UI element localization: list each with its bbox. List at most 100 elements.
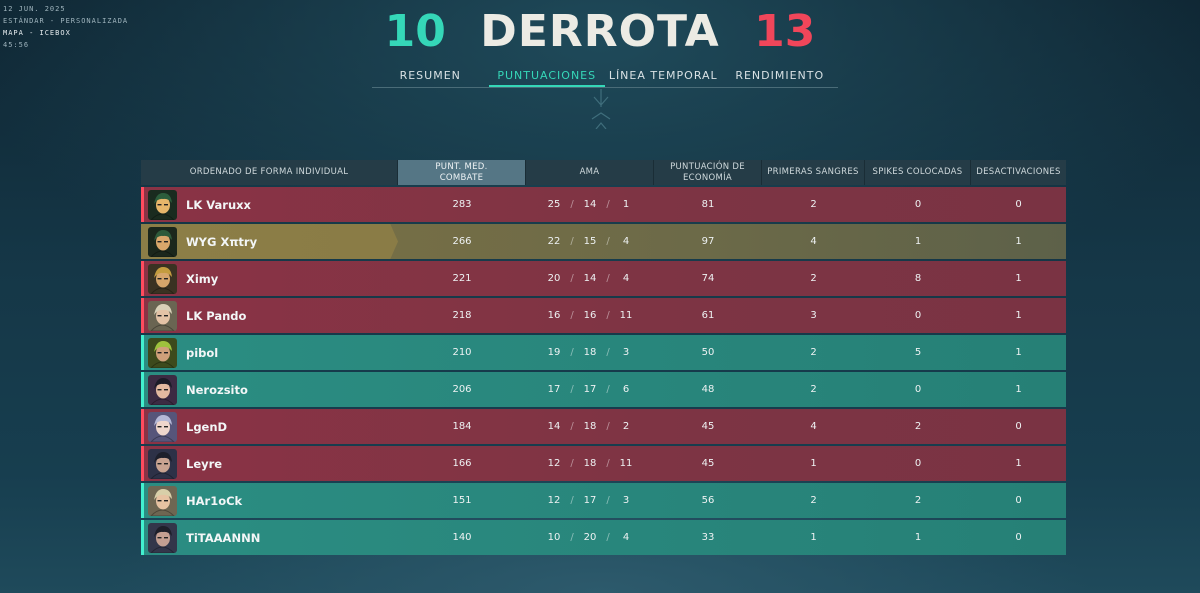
kills-value: 17 [547, 384, 561, 395]
assists-value: 6 [622, 384, 630, 395]
assists-value: 11 [619, 310, 633, 321]
player-name: Nerozsito [186, 382, 248, 397]
player-name: TiTAAANNN [186, 530, 261, 545]
player-name: Ximy [186, 271, 219, 286]
kda-cell: 14 / 18 / 2 [526, 409, 654, 444]
kda-cell: 12 / 17 / 3 [526, 483, 654, 518]
kda-cell: 12 / 18 / 11 [526, 446, 654, 481]
tab-rendimiento[interactable]: RENDIMIENTO [735, 69, 825, 82]
tab-linea-temporal[interactable]: LÍNEA TEMPORAL [608, 69, 718, 82]
header-plants[interactable]: SPIKES COLOCADAS [865, 160, 971, 185]
enemy-score: 13 [754, 5, 816, 57]
defuses-value: 1 [1015, 384, 1022, 395]
table-row[interactable]: Ximy 221 20 / 14 / 4 74 2 8 1 [141, 261, 1066, 296]
plants-value: 1 [914, 532, 922, 543]
kda-separator: / [606, 199, 610, 210]
player-cell: Leyre [141, 446, 398, 481]
agent-portrait-icon [148, 485, 177, 516]
kda-separator: / [606, 458, 610, 469]
header-acs-line1: PUNT. MED. [435, 161, 488, 172]
assists-value: 4 [622, 532, 630, 543]
defuses-value: 1 [1015, 273, 1022, 284]
defuses-value: 0 [1015, 495, 1022, 506]
kda-cell: 22 / 15 / 4 [526, 224, 654, 259]
kda-separator: / [606, 384, 610, 395]
deaths-value: 17 [583, 495, 597, 506]
match-result: DERROTA [480, 5, 720, 57]
player-cell: LgenD [141, 409, 398, 444]
agent-portrait-icon [148, 226, 177, 257]
agent-portrait-icon [148, 189, 177, 220]
table-row[interactable]: HAr1oCk 151 12 / 17 / 3 56 2 2 0 [141, 483, 1066, 518]
header-acs[interactable]: PUNT. MED. COMBATE [398, 160, 526, 185]
table-row[interactable]: LK Varuxx 283 25 / 14 / 1 81 2 0 0 [141, 187, 1066, 222]
table-row[interactable]: Nerozsito 206 17 / 17 / 6 48 2 0 1 [141, 372, 1066, 407]
header-eco-line1: PUNTUACIÓN DE [670, 161, 745, 172]
table-row[interactable]: LK Pando 218 16 / 16 / 11 61 3 0 1 [141, 298, 1066, 333]
kda-cell: 10 / 20 / 4 [526, 520, 654, 555]
first-bloods-value: 2 [810, 273, 817, 284]
table-row[interactable]: TiTAAANNN 140 10/20/4 33 1 1 0 [141, 520, 1066, 555]
table-row[interactable]: Leyre 166 12 / 18 / 11 45 1 0 1 [141, 446, 1066, 481]
kda-cell: 16 / 16 / 11 [526, 298, 654, 333]
first-bloods-value: 3 [810, 310, 817, 321]
kda-separator: / [606, 347, 610, 358]
kda-separator: / [570, 532, 574, 543]
header-defuses[interactable]: DESACTIVACIONES [976, 167, 1061, 177]
defuses-value: 1 [1015, 236, 1022, 247]
assists-value: 11 [619, 458, 633, 469]
header-kda[interactable]: AMA [526, 160, 654, 185]
kills-value: 20 [547, 273, 561, 284]
match-map: MAPA - ICEBOX [3, 29, 71, 37]
header-sort-individual[interactable]: ORDENADO DE FORMA INDIVIDUAL [141, 160, 398, 185]
economy-value: 45 [701, 421, 715, 432]
kda-separator: / [570, 310, 574, 321]
agent-portrait-icon [148, 337, 177, 368]
kda-separator: / [606, 273, 610, 284]
kda-separator: / [606, 532, 610, 543]
table-row[interactable]: WYG Xπtry 266 22 / 15 / 4 97 4 1 1 [141, 224, 1066, 259]
agent-portrait-icon [148, 374, 177, 405]
match-duration: 45:56 [3, 41, 30, 49]
agent-portrait-icon [148, 448, 177, 479]
kda-cell: 19 / 18 / 3 [526, 335, 654, 370]
economy-value: 74 [701, 273, 715, 284]
deaths-value: 14 [583, 273, 597, 284]
acs-value: 283 [452, 199, 472, 210]
table-row[interactable]: pibol 210 19 / 18 / 3 50 2 5 1 [141, 335, 1066, 370]
header-first-bloods[interactable]: PRIMERAS SANGRES [762, 160, 865, 185]
kda-separator: / [606, 421, 610, 432]
plants-value: 2 [914, 495, 922, 506]
acs-value: 266 [452, 236, 472, 247]
tab-resumen[interactable]: RESUMEN [399, 69, 461, 82]
kills-value: 25 [547, 199, 561, 210]
header-eco-line2: ECONOMÍA [682, 172, 733, 183]
deaths-value: 16 [583, 310, 597, 321]
assists-value: 1 [622, 199, 630, 210]
assists-value: 2 [622, 421, 630, 432]
deaths-value: 18 [583, 458, 597, 469]
kda-cell: 25 / 14 / 1 [526, 187, 654, 222]
deaths-value: 18 [583, 347, 597, 358]
kills-value: 14 [547, 421, 561, 432]
defuses-value: 0 [1015, 532, 1022, 543]
assists-value: 4 [622, 236, 630, 247]
acs-value: 151 [452, 495, 472, 506]
match-meta: 12 JUN. 2025 ESTÁNDAR - PERSONALIZADA MA… [3, 3, 128, 51]
header-economy[interactable]: PUNTUACIÓN DE ECONOMÍA [654, 160, 762, 185]
agent-portrait-icon [148, 411, 177, 442]
kills-value: 16 [547, 310, 561, 321]
deaths-value: 20 [583, 532, 597, 543]
acs-value: 166 [452, 458, 472, 469]
player-cell: pibol [141, 335, 398, 370]
table-row[interactable]: LgenD 184 14 / 18 / 2 45 4 2 0 [141, 409, 1066, 444]
first-bloods-value: 2 [810, 199, 817, 210]
economy-value: 61 [701, 310, 715, 321]
economy-value: 45 [701, 458, 715, 469]
first-bloods-value: 4 [810, 421, 817, 432]
economy-value: 50 [701, 347, 715, 358]
plants-value: 2 [914, 421, 922, 432]
defuses-value: 1 [1015, 458, 1022, 469]
tab-puntuaciones[interactable]: PUNTUACIONES [488, 64, 605, 87]
acs-value: 210 [452, 347, 472, 358]
